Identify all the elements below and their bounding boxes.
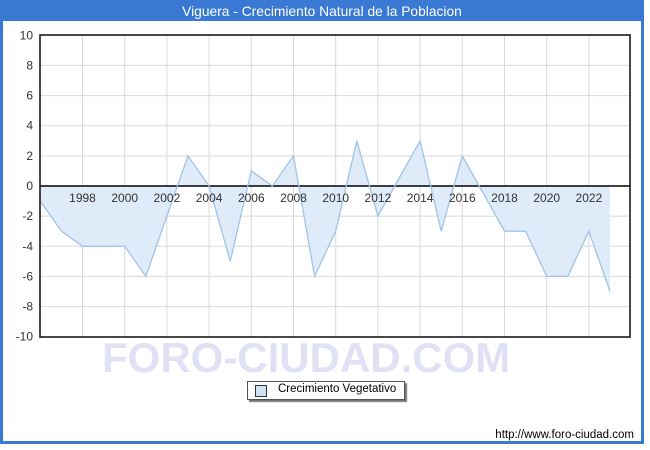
svg-text:-6: -6 xyxy=(22,269,33,283)
svg-text:2022: 2022 xyxy=(576,191,603,205)
svg-text:8: 8 xyxy=(26,58,33,72)
svg-text:2004: 2004 xyxy=(196,191,223,205)
svg-text:2: 2 xyxy=(26,149,33,163)
svg-text:-4: -4 xyxy=(22,239,33,253)
svg-text:4: 4 xyxy=(26,119,33,133)
svg-text:6: 6 xyxy=(26,89,33,103)
svg-text:1998: 1998 xyxy=(69,191,96,205)
svg-text:2006: 2006 xyxy=(238,191,265,205)
svg-text:-10: -10 xyxy=(16,330,34,344)
svg-text:2000: 2000 xyxy=(111,191,138,205)
svg-text:-2: -2 xyxy=(22,209,33,223)
svg-text:2008: 2008 xyxy=(280,191,307,205)
svg-text:2010: 2010 xyxy=(322,191,349,205)
svg-text:0: 0 xyxy=(26,179,33,193)
svg-text:-8: -8 xyxy=(22,300,33,314)
svg-text:2014: 2014 xyxy=(407,191,434,205)
svg-text:2020: 2020 xyxy=(533,191,560,205)
svg-text:2002: 2002 xyxy=(154,191,181,205)
svg-text:2012: 2012 xyxy=(365,191,392,205)
svg-text:2018: 2018 xyxy=(491,191,518,205)
svg-text:2016: 2016 xyxy=(449,191,476,205)
svg-text:10: 10 xyxy=(20,28,34,42)
